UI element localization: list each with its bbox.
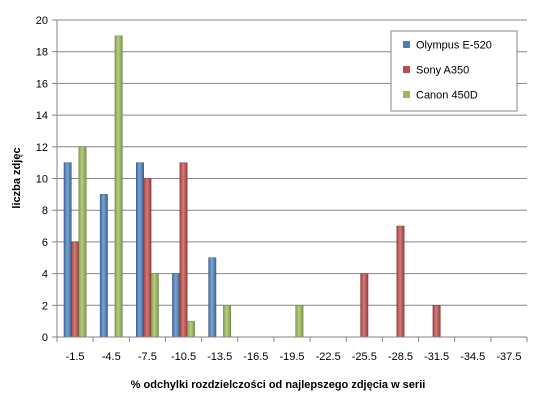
legend: Olympus E-520 Sony A350 Canon 450D [390, 30, 518, 112]
bar-olympus-e-520 [208, 257, 217, 338]
bar-olympus-e-520 [63, 162, 72, 338]
legend-box [390, 30, 518, 112]
y-tick-label: 8 [42, 205, 48, 217]
bar-canon-450d [150, 273, 159, 338]
bar-canon-450d [78, 146, 87, 338]
bar-canon-450d [295, 305, 304, 338]
y-tick-labels: 0 2 4 6 8 10 12 14 16 18 20 [36, 15, 48, 344]
bar-canon-450d [223, 305, 232, 338]
bar-canon-450d [186, 320, 195, 338]
x-tick-label: -13.5 [207, 351, 232, 363]
y-axis-title: liczba zdjęc [11, 147, 23, 208]
x-tick-label: -37.5 [496, 351, 521, 363]
x-tick-label: -28.5 [388, 351, 413, 363]
bar-sony-a350 [143, 178, 152, 338]
x-axis-title: % odchylki rozdzielczości od najlepszego… [131, 379, 426, 391]
bar-olympus-e-520 [172, 273, 181, 338]
legend-label: Olympus E-520 [416, 40, 492, 52]
y-tick-label: 4 [42, 269, 48, 281]
legend-swatch [403, 91, 410, 98]
x-tick-label: -19.5 [279, 351, 304, 363]
x-tick-label: -22.5 [316, 351, 341, 363]
bars [56, 35, 528, 342]
x-tick-label: -1.5 [66, 351, 85, 363]
bar-olympus-e-520 [136, 162, 144, 338]
bar-canon-450d [114, 35, 123, 338]
legend-label: Sony A350 [416, 65, 469, 77]
bar-sony-a350 [179, 162, 188, 338]
bar-sony-a350 [432, 305, 441, 338]
x-tick-label: -31.5 [424, 351, 449, 363]
x-tick-label: -25.5 [352, 351, 377, 363]
y-tick-label: 12 [36, 142, 48, 154]
x-tick-label: -4.5 [102, 351, 121, 363]
x-tick-labels: -1.5 -4.5 -7.5 -10.5 -13.5 -16.5 -19.5 -22.5 -25… [66, 351, 522, 363]
y-tick-label: 6 [42, 237, 48, 249]
bar-sony-a350 [360, 273, 369, 338]
y-tick-label: 14 [36, 110, 48, 122]
legend-swatch [403, 41, 410, 48]
bar-sony-a350 [396, 225, 405, 338]
y-tick-label: 0 [42, 332, 48, 344]
legend-label: Canon 450D [416, 90, 478, 102]
x-tick-label: -34.5 [460, 351, 485, 363]
axes [56, 20, 527, 338]
y-tick-label: 18 [36, 47, 48, 59]
y-tick-label: 20 [36, 15, 48, 27]
y-tick-label: 10 [36, 174, 48, 186]
x-tick-label: -10.5 [171, 351, 196, 363]
y-tick-label: 16 [36, 78, 48, 90]
gridlines [52, 19, 527, 338]
bar-sony-a350 [71, 241, 80, 338]
x-tick-label: -7.5 [138, 351, 157, 363]
legend-swatch [403, 66, 410, 73]
y-tick-label: 2 [42, 300, 48, 312]
bar-olympus-e-520 [99, 194, 108, 338]
x-tick-label: -16.5 [243, 351, 268, 363]
